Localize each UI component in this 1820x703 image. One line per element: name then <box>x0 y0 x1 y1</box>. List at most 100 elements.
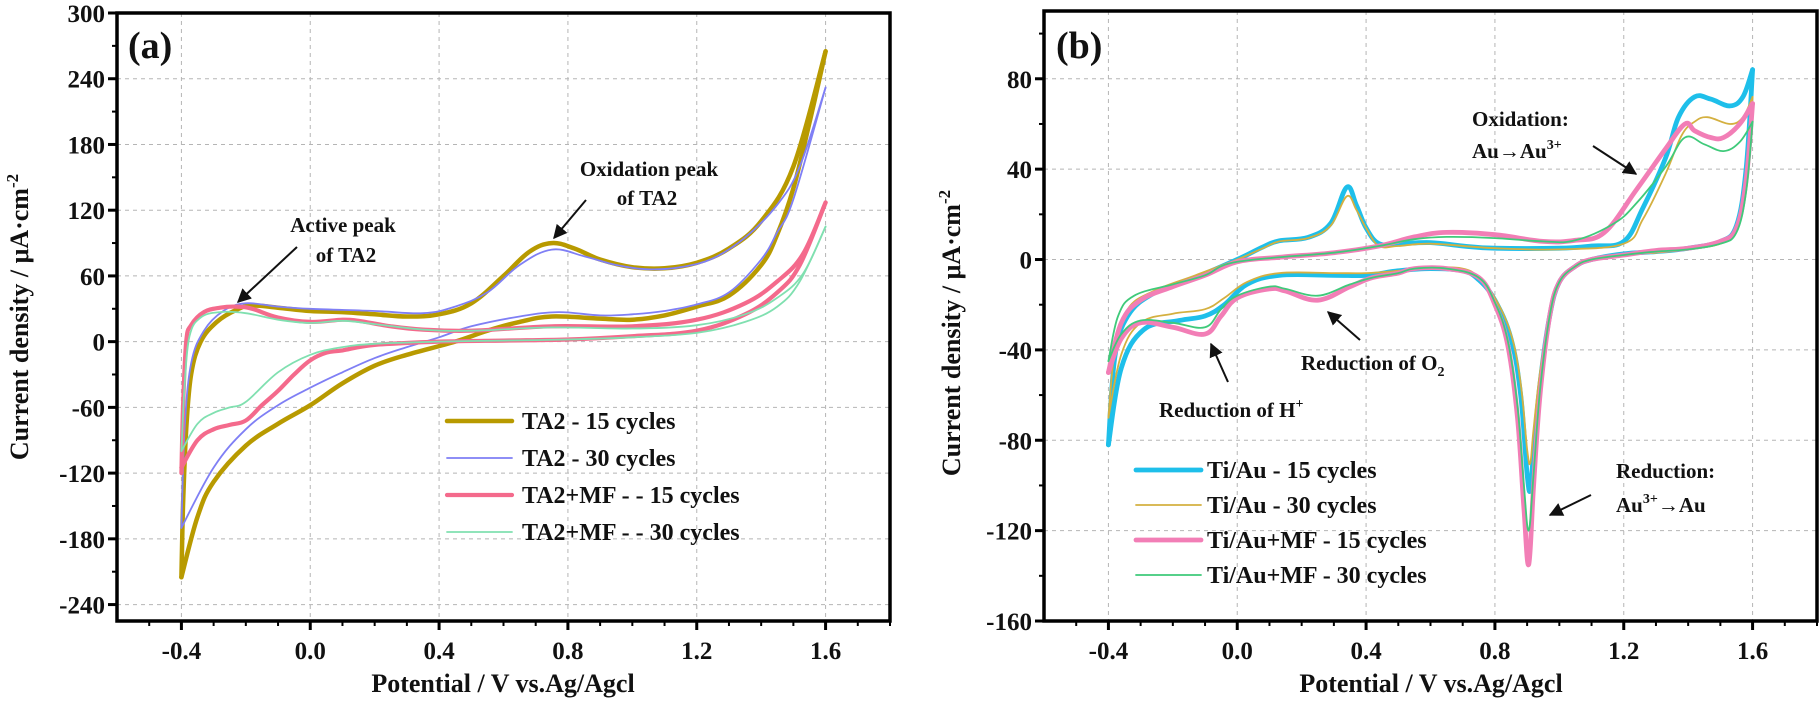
legend-item: TA2+MF - - 15 cycles <box>444 483 740 509</box>
legend-item: Ti/Au+MF - 15 cycles <box>1133 528 1427 554</box>
series-ta2-mf-15-cycles <box>179 200 828 476</box>
y-tick-label: 80 <box>1007 67 1032 94</box>
x-tick-label: 0.0 <box>295 638 326 665</box>
series-line <box>1106 67 1755 495</box>
y-tick-label: 120 <box>68 198 106 225</box>
legend-label: TA2 - 15 cycles <box>522 409 676 435</box>
legend-label: Ti/Au - 15 cycles <box>1207 458 1377 484</box>
axes: -0.4 0.0 0.4 0.8 1.2 1.6 -240 -180 -120 -60 0 60 120… <box>59 1 892 665</box>
x-tick-label: 0.8 <box>552 638 583 665</box>
legend: Ti/Au - 15 cycles Ti/Au - 30 cycles Ti/Au+… <box>1133 458 1427 589</box>
y-tick-label: 40 <box>1007 157 1032 184</box>
legend-item: TA2 - 15 cycles <box>444 409 676 435</box>
legend-item: Ti/Au - 15 cycles <box>1133 458 1377 484</box>
y-tick-label: -160 <box>986 609 1032 636</box>
legend-label: TA2+MF - - 30 cycles <box>522 520 740 546</box>
annotation-oxidation-line2: Au→Au3+ <box>1472 138 1562 163</box>
x-tick-label: -0.4 <box>1089 638 1129 665</box>
series-line <box>180 86 827 529</box>
annotation-reduction-o2: Reduction of O2 <box>1301 351 1445 380</box>
legend-label: TA2+MF - - 15 cycles <box>522 483 740 509</box>
y-tick-label: -120 <box>59 461 105 488</box>
annotation-reduction-h-sup: + <box>1296 397 1304 412</box>
y-tick-label: -40 <box>999 338 1032 365</box>
annotation-reduction-au-text2: →Au <box>1658 493 1706 517</box>
series-line <box>179 200 828 476</box>
annotation-reduction-h: Reduction of H+ <box>1159 397 1304 422</box>
y-axis-title-main: Current density / μA·cm <box>5 188 34 460</box>
panel-label: (b) <box>1056 25 1102 67</box>
y-axis-title: Current density / μA·cm-2 <box>3 174 34 460</box>
annotation-arrow-reduction-au <box>1548 494 1592 516</box>
x-axis-title: Potential / V vs.Ag/Agcl <box>371 669 634 698</box>
axes: -0.4 0.0 0.4 0.8 1.2 1.6 -160 -120 -80 -40 0 40 80 <box>986 9 1819 665</box>
x-tick-label: -0.4 <box>162 638 202 665</box>
y-tick-label: 240 <box>68 67 106 94</box>
annotation-oxidation-peak-line2: of TA2 <box>617 186 677 210</box>
legend-label: Ti/Au - 30 cycles <box>1207 493 1377 519</box>
series-ta2-mf-30-cycles <box>180 225 827 453</box>
series-line <box>179 49 828 580</box>
y-tick-label: -60 <box>72 395 105 422</box>
x-tick-label: 1.2 <box>1608 638 1639 665</box>
y-tick-label: 180 <box>68 132 106 159</box>
y-tick-label: -80 <box>999 428 1032 455</box>
legend-item: Ti/Au+MF - 30 cycles <box>1135 563 1427 589</box>
series-line <box>1107 120 1754 363</box>
panel-b: -0.4 0.0 0.4 0.8 1.2 1.6 -160 -120 -80 -40 0 40 80 (… <box>935 9 1819 698</box>
legend-item: Ti/Au - 30 cycles <box>1135 493 1377 519</box>
series-line <box>179 49 828 580</box>
x-tick-label: 0.4 <box>423 638 455 665</box>
y-axis-title: Current density / μA·cm-2 <box>935 190 966 476</box>
annotation-reduction-au-text: Au <box>1616 493 1643 517</box>
y-tick-label: -120 <box>986 519 1032 546</box>
grid <box>117 12 890 621</box>
annotation-active-peak-line2: of TA2 <box>316 243 376 267</box>
annotation-reduction-o2-text: Reduction of O <box>1301 351 1438 375</box>
x-axis-title: Potential / V vs.Ag/Agcl <box>1299 669 1562 698</box>
annotation-reduction-au-line2: Au3+→Au <box>1616 492 1706 517</box>
x-tick-label: 0.0 <box>1222 638 1253 665</box>
series-line <box>179 200 828 470</box>
series-line <box>180 86 827 529</box>
annotation-reduction-o2-sub: 2 <box>1438 365 1445 380</box>
legend-label: TA2 - 30 cycles <box>522 446 676 472</box>
y-tick-label: 0 <box>93 330 106 357</box>
annotation-reduction-au-line1: Reduction: <box>1616 459 1715 483</box>
series-line <box>180 225 827 453</box>
annotation-arrow-oxidation <box>1592 145 1638 175</box>
annotation-arrow-reduction-h <box>1209 342 1229 383</box>
legend-label: Ti/Au+MF - 15 cycles <box>1207 528 1427 554</box>
x-tick-label: 1.6 <box>810 638 841 665</box>
panel-label: (a) <box>128 25 172 67</box>
series-layer <box>179 49 828 580</box>
legend-label: Ti/Au+MF - 30 cycles <box>1207 563 1427 589</box>
annotation-arrow-oxidation-peak <box>553 199 587 240</box>
x-tick-label: 0.8 <box>1479 638 1510 665</box>
y-tick-label: 300 <box>68 1 106 28</box>
annotation-active-peak-line1: Active peak <box>290 213 396 237</box>
x-tick-label: 1.2 <box>681 638 712 665</box>
series-line <box>1106 67 1755 448</box>
annotation-oxidation-sup: 3+ <box>1547 138 1562 153</box>
annotation-oxidation-text: Au→Au <box>1472 139 1547 163</box>
y-tick-label: 60 <box>80 264 105 291</box>
y-tick-label: -240 <box>59 593 105 620</box>
series-ta2-30-cycles <box>180 86 827 529</box>
plot-frame <box>115 11 892 623</box>
x-tick-label: 1.6 <box>1737 638 1768 665</box>
x-tick-label: 0.4 <box>1350 638 1382 665</box>
series-ta2-15-cycles <box>179 49 828 580</box>
series-ti-au-mf-30-cycles <box>1107 120 1754 532</box>
series-layer <box>1106 67 1755 567</box>
annotation-oxidation-peak-line1: Oxidation peak <box>580 157 719 181</box>
annotation-reduction-au-sup: 3+ <box>1643 492 1658 507</box>
series-ti-au-15-cycles <box>1106 67 1755 495</box>
series-line <box>180 225 827 453</box>
panel-a: -0.4 0.0 0.4 0.8 1.2 1.6 -240 -180 -120 -60 0 60 120… <box>3 1 892 698</box>
plot-frame <box>1042 9 1819 623</box>
annotation-oxidation-line1: Oxidation: <box>1472 107 1569 131</box>
series-line <box>1107 120 1754 532</box>
y-tick-label: 0 <box>1020 248 1033 275</box>
